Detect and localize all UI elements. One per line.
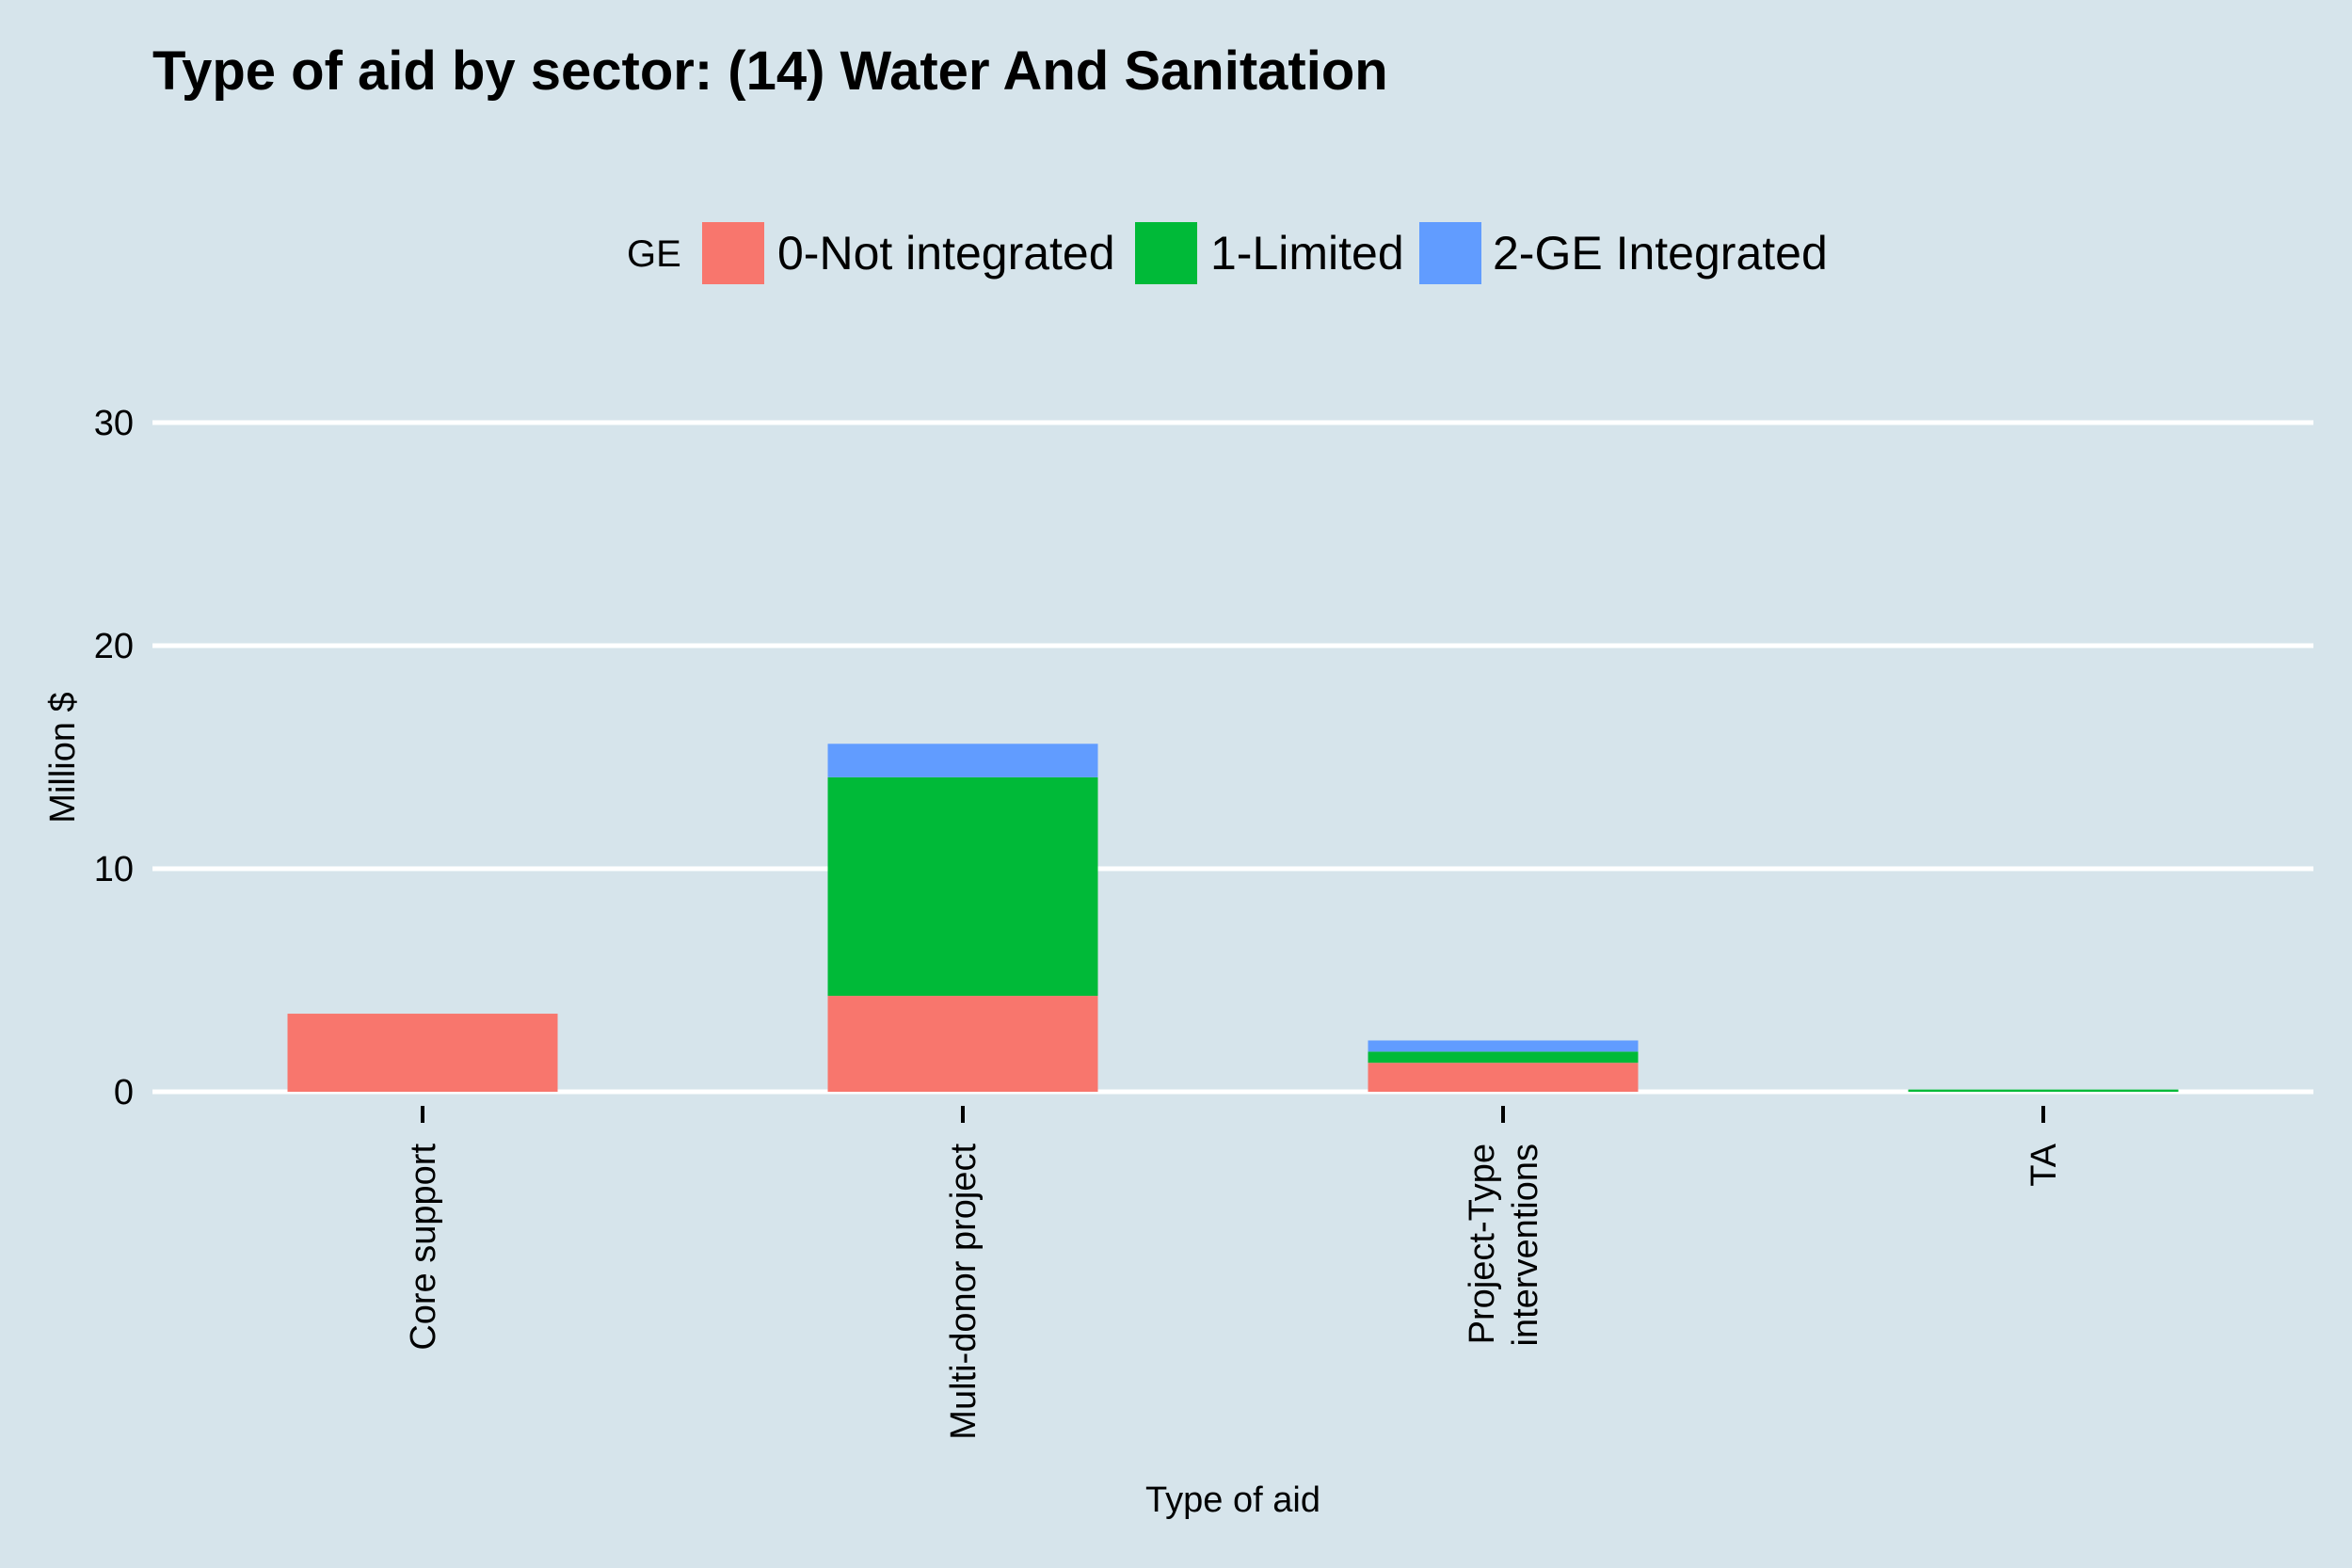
y-tick-label: 0 <box>114 1073 134 1112</box>
bar-segment <box>287 1014 558 1092</box>
legend-swatch <box>1135 222 1197 284</box>
legend-swatch <box>702 222 764 284</box>
y-tick-label: 30 <box>94 404 134 443</box>
legend-label: 0-Not integrated <box>777 227 1115 280</box>
x-tick-label: Core support <box>404 1144 443 1351</box>
y-tick-label: 20 <box>94 627 134 666</box>
legend-title: GE <box>627 233 681 275</box>
legend: GE 0-Not integrated 1-Limited 2-GE Integra… <box>627 222 1828 284</box>
bar-segment <box>1368 1063 1639 1092</box>
legend-swatch <box>1419 222 1481 284</box>
x-tick-label: Project-Type <box>1463 1144 1502 1344</box>
x-tick-label: TA <box>2024 1143 2064 1186</box>
y-axis-title: Million $ <box>43 692 83 823</box>
bar-segment <box>1368 1051 1639 1064</box>
y-tick-label: 10 <box>94 850 134 889</box>
x-tick-label: Multi-donor project <box>944 1144 984 1440</box>
bar-segment <box>1908 1089 2179 1092</box>
x-axis-title: Type of aid <box>1145 1480 1320 1520</box>
bar-segment <box>1368 1040 1639 1052</box>
bar-segment <box>827 776 1098 997</box>
bar-segment <box>827 744 1098 777</box>
legend-label: 2-GE Integrated <box>1493 227 1828 280</box>
chart-title: Type of aid by sector: (14) Water And Sa… <box>152 40 1388 102</box>
x-tick-label: interventions <box>1506 1144 1545 1346</box>
legend-label: 1-Limited <box>1210 227 1404 280</box>
bar-segment <box>827 996 1098 1092</box>
